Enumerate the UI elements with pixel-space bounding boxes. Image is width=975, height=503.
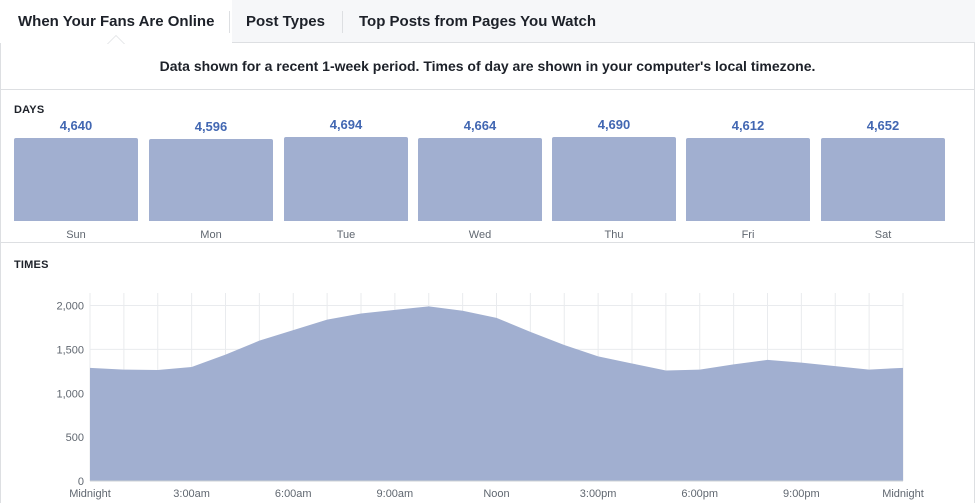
x-tick-label: Noon — [483, 488, 509, 500]
x-tick-label: 6:00am — [275, 488, 312, 500]
x-tick-label: Midnight — [69, 488, 111, 500]
tab-divider — [229, 11, 230, 33]
times-area-series — [90, 306, 903, 481]
x-tick-label: 9:00pm — [783, 488, 820, 500]
day-value-label: 4,640 — [59, 117, 93, 133]
times-section-title: TIMES — [14, 259, 49, 271]
y-tick-label: 0 — [78, 476, 84, 488]
day-value-label: 4,612 — [731, 118, 765, 134]
y-tick-label: 1,500 — [56, 344, 84, 356]
x-tick-label: 6:00pm — [681, 488, 718, 500]
day-label: Thu — [604, 229, 624, 241]
day-bar[interactable] — [418, 137, 542, 221]
day-value-label: 4,694 — [329, 117, 363, 132]
day-bar[interactable] — [149, 138, 273, 221]
x-tick-label: 3:00pm — [580, 488, 617, 500]
tab-label: When Your Fans Are Online — [18, 13, 215, 30]
day-bar[interactable] — [14, 137, 138, 221]
y-tick-label: 1,000 — [56, 388, 84, 400]
day-bar[interactable] — [686, 138, 810, 221]
times-area-chart: 0 500 1,000 1,500 2,000 Midnight 3:00am 6:00am 9… — [56, 293, 924, 500]
days-chart: DAYS 4,640 Sun 4,596 Mon 4,694 Tue 4,664 Wed 4,6… — [0, 90, 975, 243]
day-column-mon: 4,596 Mon — [149, 90, 273, 243]
timezone-notice: Data shown for a recent 1-week period. T… — [0, 43, 975, 90]
y-tick-label: 500 — [66, 432, 84, 444]
day-value-label: 4,664 — [463, 117, 497, 133]
tab-top-posts[interactable]: Top Posts from Pages You Watch — [359, 0, 596, 43]
day-label: Mon — [200, 229, 222, 241]
day-label: Sun — [66, 229, 86, 241]
day-bar[interactable] — [821, 137, 945, 221]
day-label: Sat — [874, 229, 892, 241]
day-label: Tue — [336, 229, 356, 241]
tab-divider — [342, 11, 343, 33]
day-column-sun: 4,640 Sun — [14, 90, 138, 243]
days-section-title: DAYS — [14, 104, 45, 116]
tab-bar: When Your Fans Are Online Post Types Top… — [0, 0, 975, 44]
x-tick-label: 3:00am — [173, 488, 210, 500]
active-tab-pointer-fill — [108, 36, 124, 44]
day-value-label: 4,690 — [597, 117, 631, 133]
day-column-wed: 4,664 Wed — [418, 90, 542, 243]
day-value-label: 4,652 — [866, 117, 900, 133]
day-bar[interactable] — [552, 137, 676, 221]
day-column-sat: 4,652 Sat — [821, 90, 945, 243]
day-column-thu: 4,690 Thu — [552, 90, 676, 243]
x-tick-label: Midnight — [882, 488, 924, 500]
tab-label: Post Types — [246, 13, 325, 30]
day-column-tue: 4,694 Tue — [284, 90, 408, 243]
y-tick-label: 2,000 — [56, 301, 84, 313]
tab-post-types[interactable]: Post Types — [246, 0, 325, 43]
day-column-fri: 4,612 Fri — [686, 90, 810, 243]
x-tick-label: 9:00am — [377, 488, 414, 500]
day-label: Fri — [741, 229, 755, 241]
day-bar[interactable] — [284, 137, 408, 221]
day-value-label: 4,596 — [194, 118, 228, 134]
tab-label: Top Posts from Pages You Watch — [359, 13, 596, 30]
day-label: Wed — [468, 229, 492, 241]
